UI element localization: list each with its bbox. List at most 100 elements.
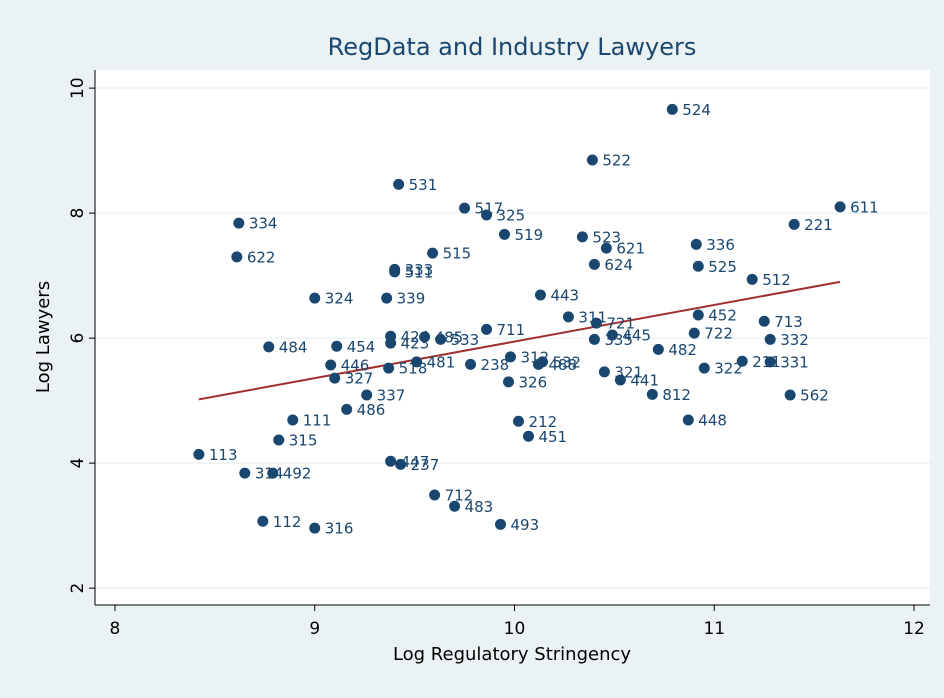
point-label: 446 xyxy=(341,357,370,375)
point xyxy=(481,209,493,221)
point xyxy=(505,351,517,363)
point xyxy=(692,309,704,321)
point-label: 522 xyxy=(602,152,631,170)
point xyxy=(273,434,285,446)
point xyxy=(257,515,269,527)
point xyxy=(419,331,431,343)
y-tick-label: 10 xyxy=(68,77,88,99)
point xyxy=(267,467,279,479)
point-label: 622 xyxy=(247,248,276,266)
point xyxy=(395,458,407,470)
point-label: 333 xyxy=(405,261,434,279)
point xyxy=(590,317,602,329)
x-tick-label: 10 xyxy=(504,619,526,639)
point-label: 112 xyxy=(273,513,302,531)
point-label: 447 xyxy=(401,453,430,471)
point xyxy=(233,217,245,229)
point-label: 493 xyxy=(511,516,540,534)
point xyxy=(688,327,700,339)
point xyxy=(385,455,397,467)
point-label: 441 xyxy=(630,372,659,390)
chart-title: RegData and Industry Lawyers xyxy=(328,33,697,61)
point-label: 221 xyxy=(804,216,833,234)
point xyxy=(465,358,477,370)
point-label: 327 xyxy=(345,370,374,388)
point-label: 324 xyxy=(325,290,354,308)
point-label: 332 xyxy=(780,331,809,349)
point-label: 315 xyxy=(289,432,318,450)
point xyxy=(764,333,776,345)
point-label: 488 xyxy=(548,356,577,374)
y-tick-label: 4 xyxy=(68,458,88,469)
x-tick-label: 9 xyxy=(309,619,320,639)
point xyxy=(239,467,251,479)
point-label: 486 xyxy=(357,401,386,419)
point xyxy=(427,247,439,259)
point xyxy=(666,103,678,115)
point xyxy=(411,356,423,368)
point-label: 812 xyxy=(662,386,691,404)
point xyxy=(652,343,664,355)
point xyxy=(435,333,447,345)
point-label: 452 xyxy=(708,307,737,325)
point-label: 525 xyxy=(708,258,737,276)
point-label: 519 xyxy=(515,226,544,244)
point xyxy=(588,333,600,345)
point-label: 331 xyxy=(780,353,809,371)
point xyxy=(512,415,524,427)
point-label: 335 xyxy=(604,331,633,349)
y-axis-label: Log Lawyers xyxy=(33,281,54,393)
point xyxy=(325,359,337,371)
point xyxy=(746,273,758,285)
point-label: 483 xyxy=(465,498,494,516)
point-label: 113 xyxy=(209,446,238,464)
point xyxy=(231,251,243,263)
point xyxy=(361,389,373,401)
point xyxy=(522,430,534,442)
point-label: 721 xyxy=(606,315,635,333)
point-label: 454 xyxy=(347,338,376,356)
point xyxy=(385,337,397,349)
point-label: 316 xyxy=(325,520,354,538)
point xyxy=(331,340,343,352)
point-label: 482 xyxy=(668,341,697,359)
point xyxy=(834,201,846,213)
point xyxy=(576,231,588,243)
point xyxy=(690,238,702,250)
point-label: 532 xyxy=(552,353,581,371)
point-label: 711 xyxy=(497,321,526,339)
point-label: 325 xyxy=(497,207,526,225)
point xyxy=(481,323,493,335)
point xyxy=(287,414,299,426)
point-label: 531 xyxy=(409,176,438,194)
point xyxy=(784,389,796,401)
point xyxy=(383,362,395,374)
point-label: 712 xyxy=(445,487,474,505)
point xyxy=(309,292,321,304)
point xyxy=(393,178,405,190)
point xyxy=(758,315,770,327)
point-label: 448 xyxy=(698,412,727,430)
point-label: 492 xyxy=(283,465,312,483)
point-label: 451 xyxy=(538,428,567,446)
point xyxy=(534,289,546,301)
x-tick-label: 8 xyxy=(110,619,121,639)
x-tick-label: 12 xyxy=(903,619,925,639)
point-label: 624 xyxy=(604,256,633,274)
point-label: 722 xyxy=(704,325,733,343)
point xyxy=(459,202,471,214)
point-label: 524 xyxy=(682,101,711,119)
point xyxy=(788,218,800,230)
point xyxy=(692,260,704,272)
y-tick-label: 8 xyxy=(68,208,88,219)
point xyxy=(736,355,748,367)
point xyxy=(341,403,353,415)
point-label: 481 xyxy=(427,353,456,371)
point-label: 322 xyxy=(714,360,743,378)
point-label: 515 xyxy=(443,245,472,263)
fit-line xyxy=(198,280,841,401)
point xyxy=(614,374,626,386)
point-label: 336 xyxy=(706,236,735,254)
point-label: 339 xyxy=(397,290,426,308)
